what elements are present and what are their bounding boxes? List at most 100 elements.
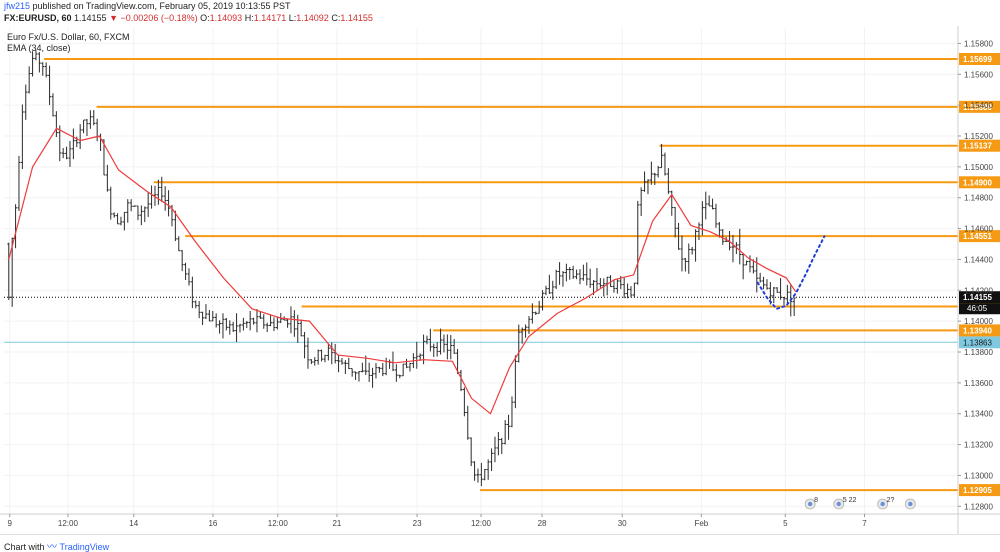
ohlc-bar <box>513 355 517 409</box>
ohlc-bar <box>224 318 228 331</box>
ohlc-bar <box>439 328 443 355</box>
ohlc-bar <box>483 468 487 481</box>
ohlc-bar <box>476 468 480 483</box>
ohlc-bar <box>258 311 262 319</box>
ohlc-bar <box>17 155 21 211</box>
ohlc-bar <box>24 84 28 120</box>
ohlc-bar <box>636 200 640 285</box>
ohlc-bar <box>190 276 194 309</box>
ohlc-bar <box>405 358 409 369</box>
time-tick-label: 12:00 <box>471 519 492 528</box>
ohlc-bar <box>524 324 528 338</box>
ohlc-bar <box>173 210 177 242</box>
price-level-value: 1.15137 <box>963 142 992 151</box>
ohlc-bar <box>486 459 490 480</box>
event-count: 5 22 <box>843 497 857 504</box>
countdown-value: 46:05 <box>967 304 988 313</box>
publish-info: published on TradingView.com, February 0… <box>32 1 291 11</box>
ohlc-bar <box>309 359 313 365</box>
ohlc-bar <box>493 436 497 463</box>
price-chart[interactable]: 1.13863 1.15699 1.15389 1.15137 1.14900 1.145… <box>0 26 1000 534</box>
ohlc-bar <box>398 374 402 379</box>
ohlc-bar <box>139 205 143 226</box>
ohlc-bar <box>632 282 636 298</box>
close-label: C: <box>331 13 341 23</box>
time-tick-label: 21 <box>332 519 341 528</box>
ohlc-bar <box>180 250 184 272</box>
event-dot-icon <box>908 501 913 507</box>
price-levels: 1.13863 1.15699 1.15389 1.15137 1.14900 1.145… <box>4 53 1000 497</box>
grid <box>4 28 958 514</box>
ohlc-bar <box>109 186 113 220</box>
symbol-line: FX:EURUSD, 60 1.14155 ▼ −0.00206 (−0.18%… <box>4 12 373 25</box>
ohlc-bar <box>537 300 541 314</box>
ohlc-bar <box>207 309 211 322</box>
ohlc-bar <box>782 296 786 306</box>
ohlc-bar <box>252 317 256 325</box>
ohlc-bar <box>711 198 715 210</box>
price-level-tag <box>959 100 1000 113</box>
ohlc-bar <box>58 125 62 162</box>
ohlc-bar <box>136 205 140 221</box>
economic-event-icon: 5 22 <box>833 497 857 510</box>
ohlc-bar <box>697 222 701 241</box>
price-level-value: 1.14551 <box>963 232 992 241</box>
ohlc-bar <box>469 437 473 467</box>
ohlc-bar <box>44 62 48 78</box>
ohlc-bar <box>609 275 613 288</box>
ohlc-bar <box>343 360 347 374</box>
ohlc-bar <box>299 319 303 337</box>
ohlc-bar <box>163 186 167 211</box>
ohlc-bar <box>612 279 616 293</box>
price-tick-label: 1.12800 <box>964 502 993 511</box>
ohlc-bar <box>367 362 371 382</box>
event-dot-icon <box>807 501 813 507</box>
price-level-tag <box>959 230 1000 243</box>
ohlc-bar <box>588 268 592 288</box>
ohlc-bar <box>122 211 126 231</box>
ohlc-bar <box>377 366 381 373</box>
time-tick-label: 23 <box>413 519 422 528</box>
ohlc-bar <box>156 179 160 205</box>
price-level-tag <box>959 484 1000 497</box>
ohlc-bar <box>350 368 354 377</box>
ohlc-bar <box>721 229 725 245</box>
ohlc-bar <box>694 229 698 262</box>
ohlc-bar <box>241 317 245 331</box>
ema-line <box>8 127 797 415</box>
ohlc-bar <box>598 278 602 288</box>
ohlc-bar <box>371 367 375 388</box>
ohlc-bar <box>61 148 65 159</box>
ohlc-bar <box>146 191 150 217</box>
event-markers: 8 5 22 2? <box>804 497 916 510</box>
ohlc-bar <box>673 207 677 238</box>
ohlc-bar <box>394 364 398 382</box>
price-tick-label: 1.15000 <box>964 163 993 172</box>
legend-title: Euro Fx/U.S. Dollar, 60, FXCM <box>7 32 130 42</box>
ohlc-bar <box>690 246 694 255</box>
ohlc-bar <box>585 262 589 286</box>
low-value: 1.14092 <box>296 13 329 23</box>
ohlc-bar <box>272 317 276 331</box>
price-axis[interactable]: 1.15800 1.15600 1.15400 1.15200 1.15000 1.148… <box>957 26 993 534</box>
ohlc-bar <box>510 396 514 428</box>
ohlc-bar <box>626 283 630 299</box>
time-axis[interactable]: 9 12:00 14 16 12:00 21 23 12:00 28 30 Feb 5 7 <box>0 513 1000 528</box>
ohlc-bar <box>333 343 337 364</box>
ohlc-bar <box>561 271 565 287</box>
price-tick-label: 1.15200 <box>964 132 993 141</box>
ohlc-bar <box>214 313 218 328</box>
ohlc-bar <box>357 370 361 382</box>
brand-link[interactable]: TradingView <box>59 542 110 552</box>
ohlc-bar <box>201 311 205 326</box>
ohlc-bar <box>218 320 222 334</box>
ohlc-bar <box>551 280 555 300</box>
ohlc-bar <box>41 62 45 76</box>
event-count: 8 <box>814 497 818 504</box>
ohlc-bar <box>547 274 551 295</box>
tradingview-logo-icon: 〰 <box>47 542 58 552</box>
ohlc-bar <box>758 272 762 283</box>
author-link[interactable]: jfw215 <box>4 1 31 11</box>
economic-event-icon: 8 <box>804 497 818 510</box>
ohlc-bars <box>7 50 796 487</box>
